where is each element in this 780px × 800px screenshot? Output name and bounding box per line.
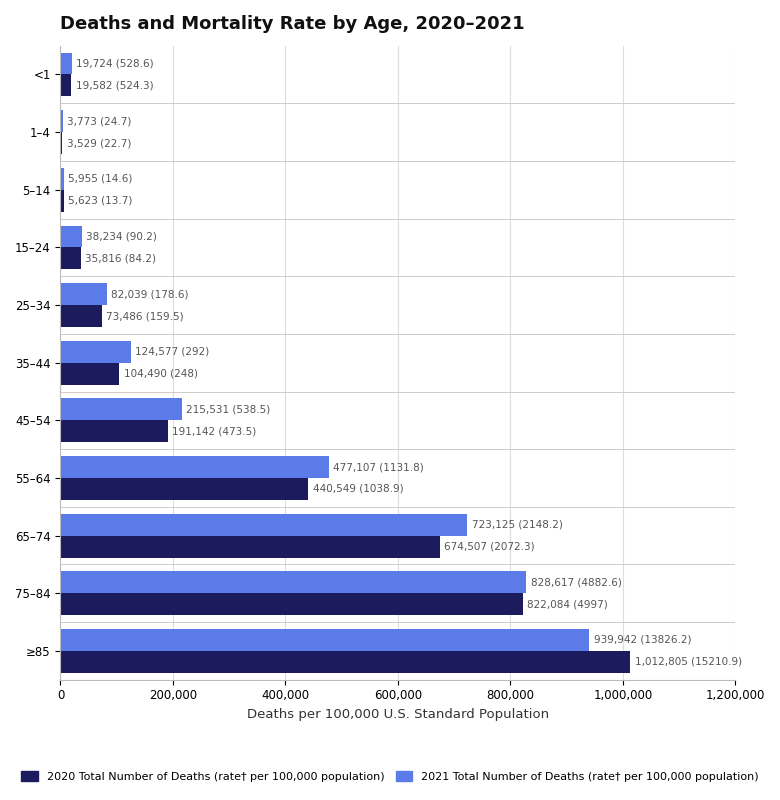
Bar — [61, 398, 182, 420]
Bar — [61, 536, 440, 558]
Bar — [61, 226, 82, 247]
Bar — [61, 362, 119, 385]
X-axis label: Deaths per 100,000 U.S. Standard Population: Deaths per 100,000 U.S. Standard Populat… — [246, 708, 549, 721]
Text: 440,549 (1038.9): 440,549 (1038.9) — [313, 484, 403, 494]
Bar — [61, 53, 72, 74]
Bar — [61, 110, 62, 132]
Bar — [61, 651, 630, 673]
Bar — [61, 594, 523, 615]
Text: 5,623 (13.7): 5,623 (13.7) — [68, 196, 133, 206]
Text: 35,816 (84.2): 35,816 (84.2) — [85, 254, 156, 263]
Text: Deaths and Mortality Rate by Age, 2020–2021: Deaths and Mortality Rate by Age, 2020–2… — [61, 15, 525, 33]
Bar — [61, 456, 329, 478]
Text: 828,617 (4882.6): 828,617 (4882.6) — [531, 578, 622, 587]
Text: 674,507 (2072.3): 674,507 (2072.3) — [445, 542, 535, 551]
Legend: 2020 Total Number of Deaths (rate† per 100,000 population), 2021 Total Number of: 2020 Total Number of Deaths (rate† per 1… — [17, 766, 763, 786]
Text: 191,142 (473.5): 191,142 (473.5) — [172, 426, 257, 436]
Bar — [61, 571, 527, 594]
Text: 939,942 (13826.2): 939,942 (13826.2) — [594, 635, 691, 645]
Text: 82,039 (178.6): 82,039 (178.6) — [111, 289, 189, 299]
Bar — [61, 283, 107, 305]
Text: 3,773 (24.7): 3,773 (24.7) — [67, 116, 132, 126]
Text: 19,724 (528.6): 19,724 (528.6) — [76, 58, 154, 69]
Text: 124,577 (292): 124,577 (292) — [135, 346, 209, 357]
Text: 822,084 (4997): 822,084 (4997) — [527, 599, 608, 610]
Text: 73,486 (159.5): 73,486 (159.5) — [106, 311, 184, 321]
Bar — [61, 247, 80, 270]
Text: 723,125 (2148.2): 723,125 (2148.2) — [472, 520, 562, 530]
Bar — [61, 74, 72, 96]
Bar — [61, 190, 64, 212]
Text: 215,531 (538.5): 215,531 (538.5) — [186, 404, 271, 414]
Bar — [61, 514, 467, 536]
Text: 19,582 (524.3): 19,582 (524.3) — [76, 81, 154, 90]
Bar — [61, 168, 64, 190]
Text: 104,490 (248): 104,490 (248) — [124, 369, 198, 378]
Text: 3,529 (22.7): 3,529 (22.7) — [67, 138, 131, 148]
Text: 477,107 (1131.8): 477,107 (1131.8) — [333, 462, 424, 472]
Bar — [61, 341, 130, 362]
Bar — [61, 305, 102, 327]
Text: 5,955 (14.6): 5,955 (14.6) — [69, 174, 133, 184]
Text: 38,234 (90.2): 38,234 (90.2) — [87, 231, 158, 242]
Bar — [61, 420, 168, 442]
Bar — [61, 132, 62, 154]
Bar — [61, 478, 308, 500]
Bar — [61, 629, 589, 651]
Text: 1,012,805 (15210.9): 1,012,805 (15210.9) — [635, 657, 742, 667]
